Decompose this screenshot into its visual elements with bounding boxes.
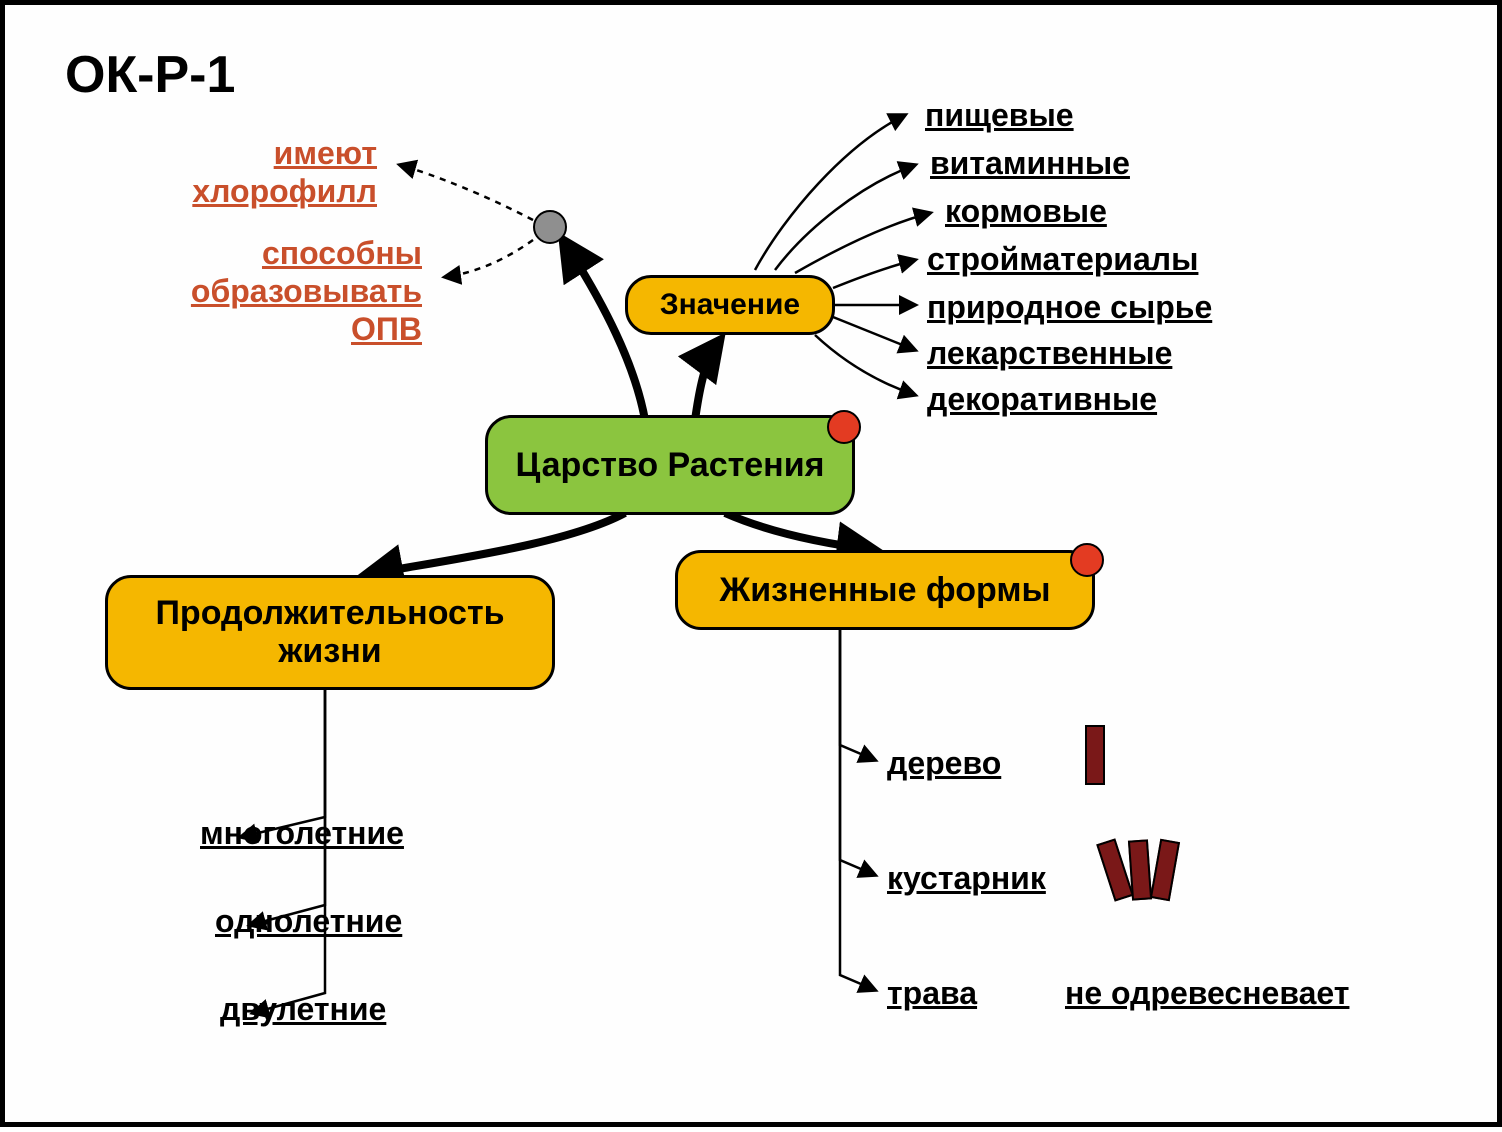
central-marker-dot [827,410,861,444]
node-lifespan: Продолжительность жизни [105,575,555,690]
label-opv-1: способны [262,235,422,272]
diagram-title: ОК-Р-1 [65,45,235,105]
node-lifespan-label: Продолжительность жизни [122,595,538,670]
label-chlorophyll-1: имеют [274,135,377,172]
tree-icon [1085,725,1105,785]
lifeforms-marker-dot [1070,543,1104,577]
form-grass: трава [887,975,977,1012]
use-medicinal: лекарственные [927,335,1172,372]
use-fodder: кормовые [945,193,1107,230]
use-rawmaterial: природное сырье [927,289,1212,326]
node-lifeforms-label: Жизненные формы [719,571,1050,610]
life-biennial: двулетние [220,991,386,1028]
label-opv-2: образовывать [191,273,422,310]
node-meaning-label: Значение [660,288,800,322]
node-central-label: Царство Растения [516,446,825,485]
form-shrub: кустарник [887,860,1046,897]
life-perennial: многолетние [200,815,404,852]
node-meaning: Значение [625,275,835,335]
label-chlorophyll-2: хлорофилл [192,173,377,210]
node-lifeforms: Жизненные формы [675,550,1095,630]
label-opv-3: ОПВ [351,311,422,348]
properties-hub-dot [533,210,567,244]
diagram-frame: ОК-Р-1 [0,0,1502,1127]
shrub-icon-bar-2 [1128,839,1152,900]
use-vitamin: витаминные [930,145,1130,182]
node-central: Царство Растения [485,415,855,515]
use-food: пищевые [925,97,1074,134]
use-decorative: декоративные [927,381,1157,418]
form-tree: дерево [887,745,1001,782]
form-grass-note: не одревесневает [1065,975,1349,1012]
life-annual: однолетние [215,903,402,940]
shrub-icon-bar-3 [1150,839,1180,902]
use-bldmaterials: стройматериалы [927,241,1198,278]
